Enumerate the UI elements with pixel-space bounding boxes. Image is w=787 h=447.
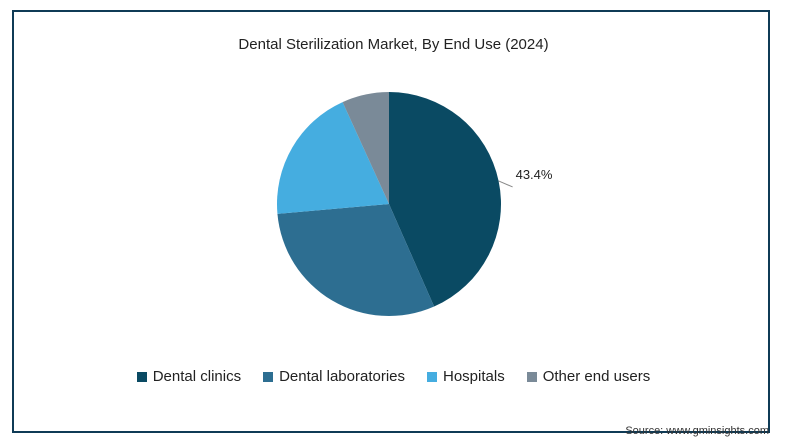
legend: Dental clinics Dental laboratories Hospi… [0, 368, 787, 385]
pie-slice-other-end-users [342, 92, 389, 204]
legend-item-dental-laboratories: Dental laboratories [263, 368, 405, 385]
data-label: 43.4% [516, 167, 553, 182]
data-label-leader [498, 180, 513, 188]
pie-slice-dental-laboratories [277, 204, 435, 316]
chart-title: Dental Sterilization Market, By End Use … [238, 36, 549, 53]
legend-item-other-end-users: Other end users [526, 368, 651, 385]
legend-swatch [427, 371, 437, 382]
legend-label: Hospitals [443, 368, 505, 385]
legend-item-dental-clinics: Dental clinics [136, 368, 242, 385]
legend-swatch [263, 371, 274, 382]
pie-slice-hospitals [277, 102, 389, 214]
legend-swatch [136, 371, 147, 382]
legend-swatch [526, 371, 537, 382]
legend-label: Dental clinics [152, 368, 242, 385]
legend-label: Other end users [542, 368, 651, 385]
legend-label: Dental laboratories [279, 368, 405, 385]
pie-slice-dental-clinics [389, 91, 502, 307]
legend-item-hospitals: Hospitals [427, 368, 505, 385]
source-note: Source: www.gminsights.com [625, 425, 769, 437]
